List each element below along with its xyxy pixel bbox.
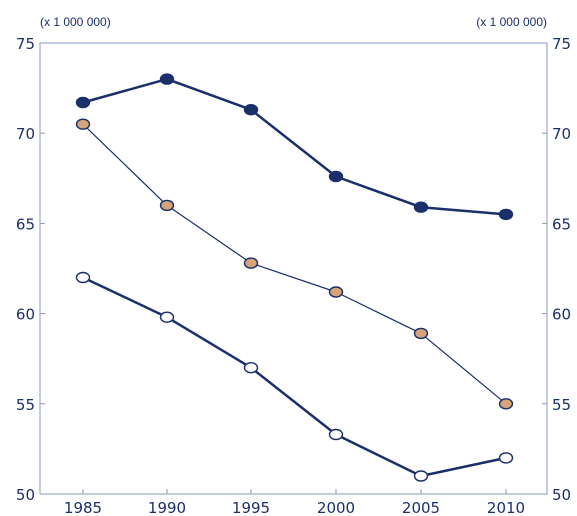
y-tick-label-right: 75 [552, 35, 571, 53]
data-point [75, 271, 91, 284]
series-2 [75, 118, 514, 410]
data-point [328, 170, 344, 183]
series-line [82, 276, 507, 478]
data-point [243, 257, 259, 269]
y-tick-label-left: 60 [16, 306, 35, 324]
x-tick-label: 1985 [64, 499, 102, 516]
y-axis-left: 50 55 60 65 70 75 [16, 35, 45, 504]
data-point [328, 428, 344, 441]
series-3 [75, 271, 514, 482]
data-point [498, 452, 514, 464]
y-tick-label-right: 70 [552, 125, 571, 143]
data-point [75, 118, 91, 130]
y-axis-right: 50 55 60 65 70 75 [542, 35, 571, 504]
data-point [413, 327, 429, 340]
data-point [498, 398, 514, 410]
data-point [243, 103, 259, 116]
y-tick-label-left: 55 [16, 396, 35, 414]
series-line [82, 123, 507, 405]
x-tick-label: 2010 [487, 499, 525, 516]
y-tick-label-left: 65 [16, 215, 35, 233]
x-tick-label: 2000 [317, 499, 355, 516]
data-point [328, 286, 344, 298]
data-point [159, 199, 175, 212]
data-point [413, 470, 429, 482]
y-tick-label-right: 65 [552, 215, 571, 233]
y-tick-label-left: 50 [16, 486, 35, 504]
x-tick-label: 2005 [402, 499, 440, 516]
y-tick-label-left: 70 [16, 125, 35, 143]
y-unit-label-right: (x 1 000 000) [476, 15, 547, 29]
x-tick-label: 1990 [148, 499, 186, 516]
data-point [159, 311, 175, 323]
x-axis: 1985 1990 1995 2000 2005 2010 [64, 489, 525, 516]
data-point [243, 362, 259, 374]
data-point [413, 201, 429, 213]
y-tick-label-left: 75 [16, 35, 35, 53]
data-point [75, 96, 91, 109]
series-layer [75, 73, 514, 482]
series-line [82, 77, 507, 216]
data-point [159, 73, 175, 85]
series-1 [75, 73, 514, 221]
y-tick-label-right: 60 [552, 306, 571, 324]
plot-frame [39, 42, 548, 495]
y-tick-label-right: 50 [552, 486, 571, 504]
y-tick-label-right: 55 [552, 396, 571, 414]
x-tick-label: 1995 [232, 499, 270, 516]
y-unit-label-left: (x 1 000 000) [40, 15, 111, 29]
data-point [498, 208, 514, 221]
